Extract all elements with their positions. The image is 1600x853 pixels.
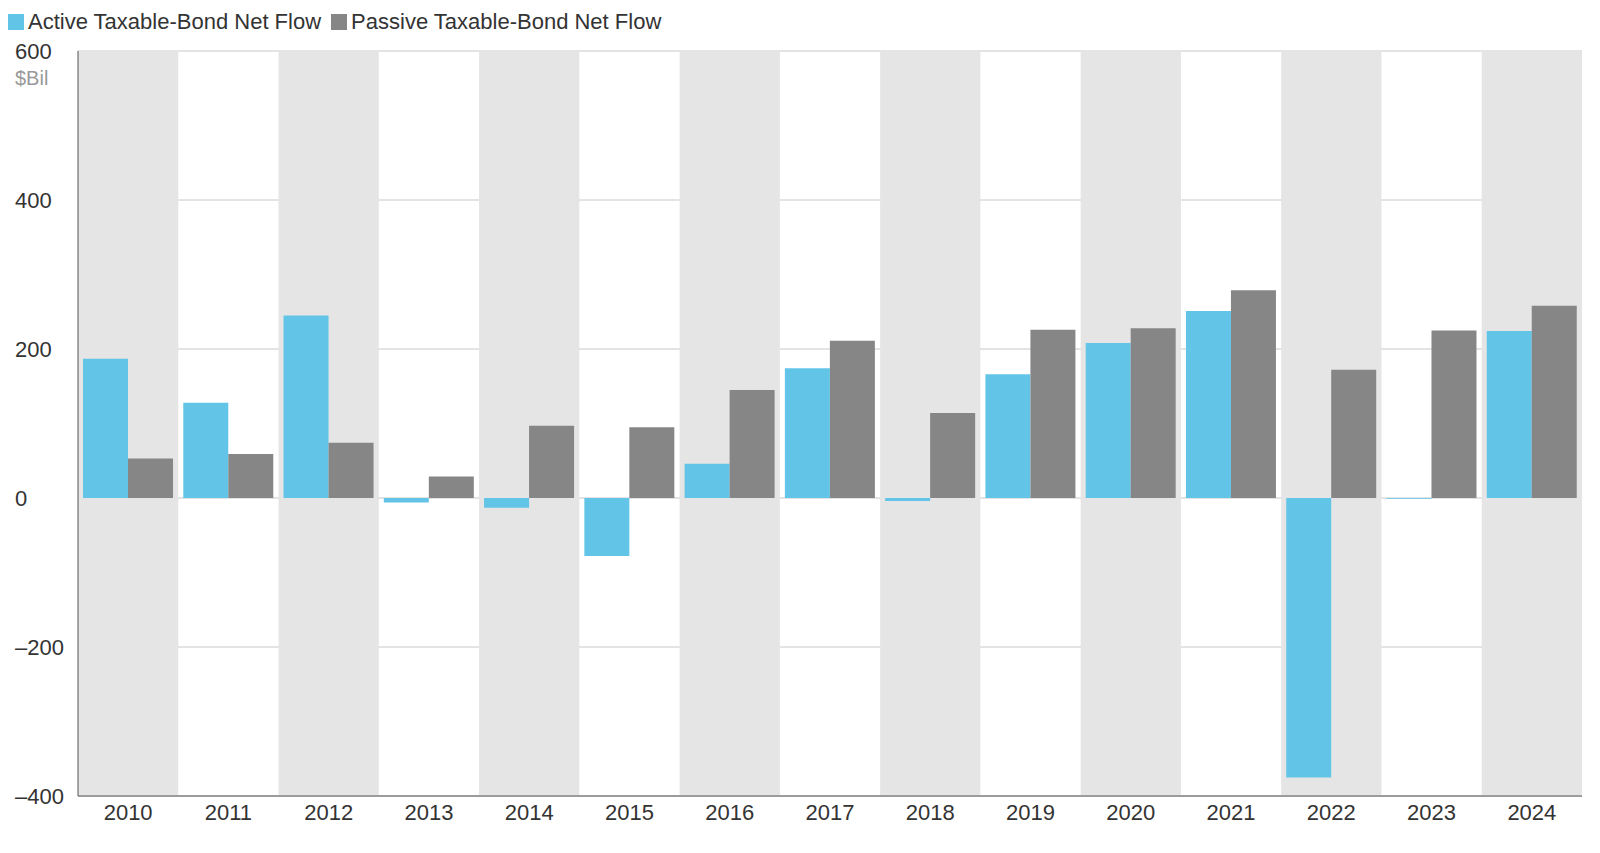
svg-text:–400: –400	[15, 784, 64, 809]
svg-text:2023: 2023	[1407, 800, 1456, 825]
svg-text:2018: 2018	[906, 800, 955, 825]
html-text:Active Taxable-Bond Net Flow: Active Taxable-Bond Net Flow	[28, 9, 322, 34]
svg-text:2024: 2024	[1507, 800, 1556, 825]
svg-text:2016: 2016	[705, 800, 754, 825]
svg-text:2011: 2011	[205, 800, 252, 825]
svg-text:$Bil: $Bil	[15, 67, 48, 89]
svg-text:600: 600	[15, 39, 52, 64]
svg-text:–200: –200	[15, 635, 64, 660]
svg-text:2017: 2017	[806, 800, 855, 825]
svg-text:2012: 2012	[304, 800, 353, 825]
html-text:Passive Taxable-Bond Net Flow: Passive Taxable-Bond Net Flow	[351, 9, 662, 34]
svg-text:2022: 2022	[1307, 800, 1356, 825]
svg-text:2019: 2019	[1006, 800, 1055, 825]
svg-text:2014: 2014	[505, 800, 554, 825]
svg-text:200: 200	[15, 337, 52, 362]
svg-text:0: 0	[15, 486, 27, 511]
svg-text:2020: 2020	[1106, 800, 1155, 825]
svg-text:2013: 2013	[404, 800, 453, 825]
svg-text:400: 400	[15, 188, 52, 213]
svg-text:2021: 2021	[1207, 800, 1256, 825]
svg-text:2010: 2010	[104, 800, 153, 825]
svg-text:2015: 2015	[605, 800, 654, 825]
